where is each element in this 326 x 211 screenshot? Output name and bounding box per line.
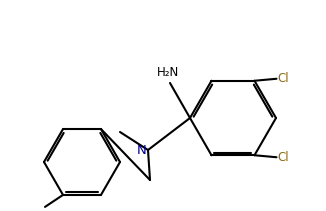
Text: N: N xyxy=(137,143,147,157)
Text: Cl: Cl xyxy=(277,151,289,164)
Text: Cl: Cl xyxy=(277,72,289,85)
Text: H₂N: H₂N xyxy=(157,66,179,79)
